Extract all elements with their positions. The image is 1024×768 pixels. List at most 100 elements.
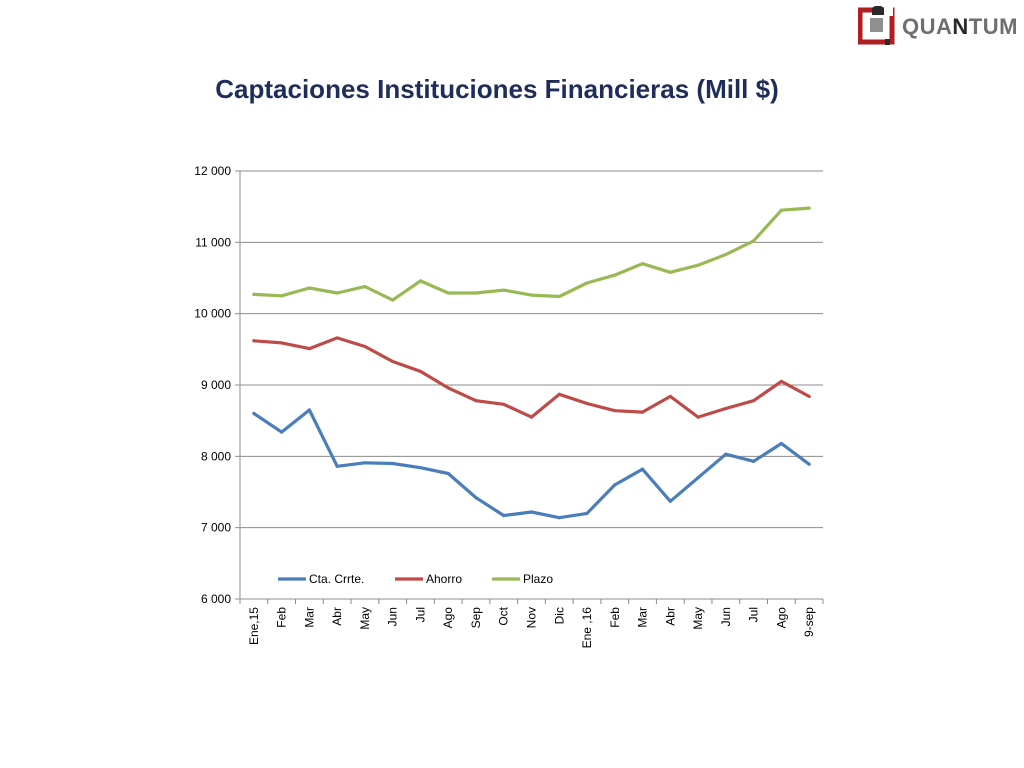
x-tick-label: Feb <box>275 607 289 628</box>
y-tick-label: 12 000 <box>194 164 231 178</box>
data-point <box>252 339 256 343</box>
y-tick-label: 11 000 <box>195 235 231 249</box>
data-point <box>807 206 811 210</box>
quantum-logo: QUANTUM <box>858 6 1020 48</box>
x-axis-tick-labels: Ene,15 Feb Mar Abr May Jun Jul Ago Sep Oct Nov Dic E… <box>247 606 816 648</box>
data-point <box>640 467 645 471</box>
gridlines <box>240 170 823 529</box>
data-point <box>418 369 423 374</box>
data-point <box>724 406 728 411</box>
series-lines <box>252 206 811 520</box>
quantum-logo-icon <box>858 6 895 45</box>
data-point <box>696 263 700 267</box>
x-tick-label: Jul <box>413 607 427 622</box>
data-point <box>252 292 256 297</box>
data-point <box>391 298 395 302</box>
series-3 <box>252 206 811 302</box>
data-point <box>252 411 256 416</box>
data-point <box>363 461 367 465</box>
data-point <box>557 516 561 520</box>
x-tick-label: Mar <box>636 607 650 628</box>
data-point <box>613 483 617 487</box>
legend-item: Ahorro <box>395 572 462 586</box>
data-point <box>557 392 561 396</box>
y-tick-label: 9 000 <box>201 378 231 392</box>
axes <box>235 170 824 604</box>
data-point <box>502 513 506 518</box>
data-point <box>585 401 589 406</box>
data-point <box>529 415 534 419</box>
x-tick-label: Jun <box>719 607 733 626</box>
quantum-logo-text: QUANTUM <box>902 14 1018 39</box>
legend-item: Plazo <box>492 572 553 586</box>
data-point <box>640 410 645 414</box>
data-point <box>807 394 811 399</box>
data-point <box>474 496 478 500</box>
x-tick-label: May <box>691 607 705 630</box>
data-point <box>696 476 700 480</box>
x-tick-label: Sep <box>469 607 483 629</box>
series-1 <box>252 408 811 520</box>
x-tick-label: Jul <box>747 607 761 622</box>
x-tick-label: Mar <box>302 607 316 628</box>
data-point <box>751 459 756 463</box>
x-tick-label: Jun <box>386 607 400 626</box>
data-point <box>668 270 672 274</box>
data-point <box>446 386 450 390</box>
data-point <box>280 430 284 434</box>
x-tick-label: Dic <box>552 607 566 624</box>
data-point <box>529 293 534 297</box>
data-point <box>779 208 783 212</box>
data-point <box>335 291 339 295</box>
x-tick-label: Feb <box>608 607 622 628</box>
data-point <box>474 291 478 295</box>
data-point <box>280 294 284 298</box>
x-tick-label: Ago <box>441 607 455 629</box>
series-line <box>252 336 811 419</box>
data-point <box>585 281 589 285</box>
series-line <box>252 408 811 520</box>
data-point <box>668 499 672 503</box>
data-point <box>280 341 284 345</box>
y-tick-label: 10 000 <box>194 307 231 321</box>
data-point <box>668 394 672 399</box>
data-point <box>557 294 561 299</box>
x-tick-label: Abr <box>330 607 344 626</box>
legend-label: Cta. Crrte. <box>309 572 364 586</box>
x-tick-label: Oct <box>497 606 511 625</box>
data-point <box>751 399 756 403</box>
legend-item: Cta. Crrte. <box>278 572 364 586</box>
x-tick-label: 9-sep <box>802 607 816 637</box>
x-tick-label: May <box>358 607 372 630</box>
chart-title: Captaciones Instituciones Financieras (M… <box>215 74 779 104</box>
data-point <box>446 291 450 295</box>
data-point <box>779 441 783 446</box>
data-point <box>335 336 339 340</box>
series-2 <box>252 336 811 419</box>
data-point <box>751 239 756 243</box>
legend-label: Plazo <box>523 572 553 586</box>
legend-label: Ahorro <box>426 572 462 586</box>
y-axis-tick-labels: 6 000 7 000 8 000 9 000 10 000 11 000 12 000 <box>194 164 231 606</box>
data-point <box>779 379 783 384</box>
legend: Cta. Crrte. Ahorro Plazo <box>278 572 553 586</box>
data-point <box>307 408 312 412</box>
data-point <box>696 415 700 419</box>
data-point <box>724 252 728 257</box>
x-tick-label: Ago <box>774 607 788 629</box>
x-tick-label: Abr <box>663 607 677 626</box>
data-point <box>502 288 506 292</box>
data-point <box>724 452 728 456</box>
data-point <box>418 466 423 470</box>
data-point <box>391 359 395 364</box>
data-point <box>307 347 312 351</box>
y-tick-label: 8 000 <box>201 449 231 463</box>
data-point <box>391 461 395 466</box>
data-point <box>529 510 534 514</box>
data-point <box>613 409 617 413</box>
data-point <box>307 286 312 290</box>
data-point <box>335 464 339 468</box>
x-tick-label: Ene,15 <box>247 607 261 645</box>
data-point <box>363 344 367 349</box>
